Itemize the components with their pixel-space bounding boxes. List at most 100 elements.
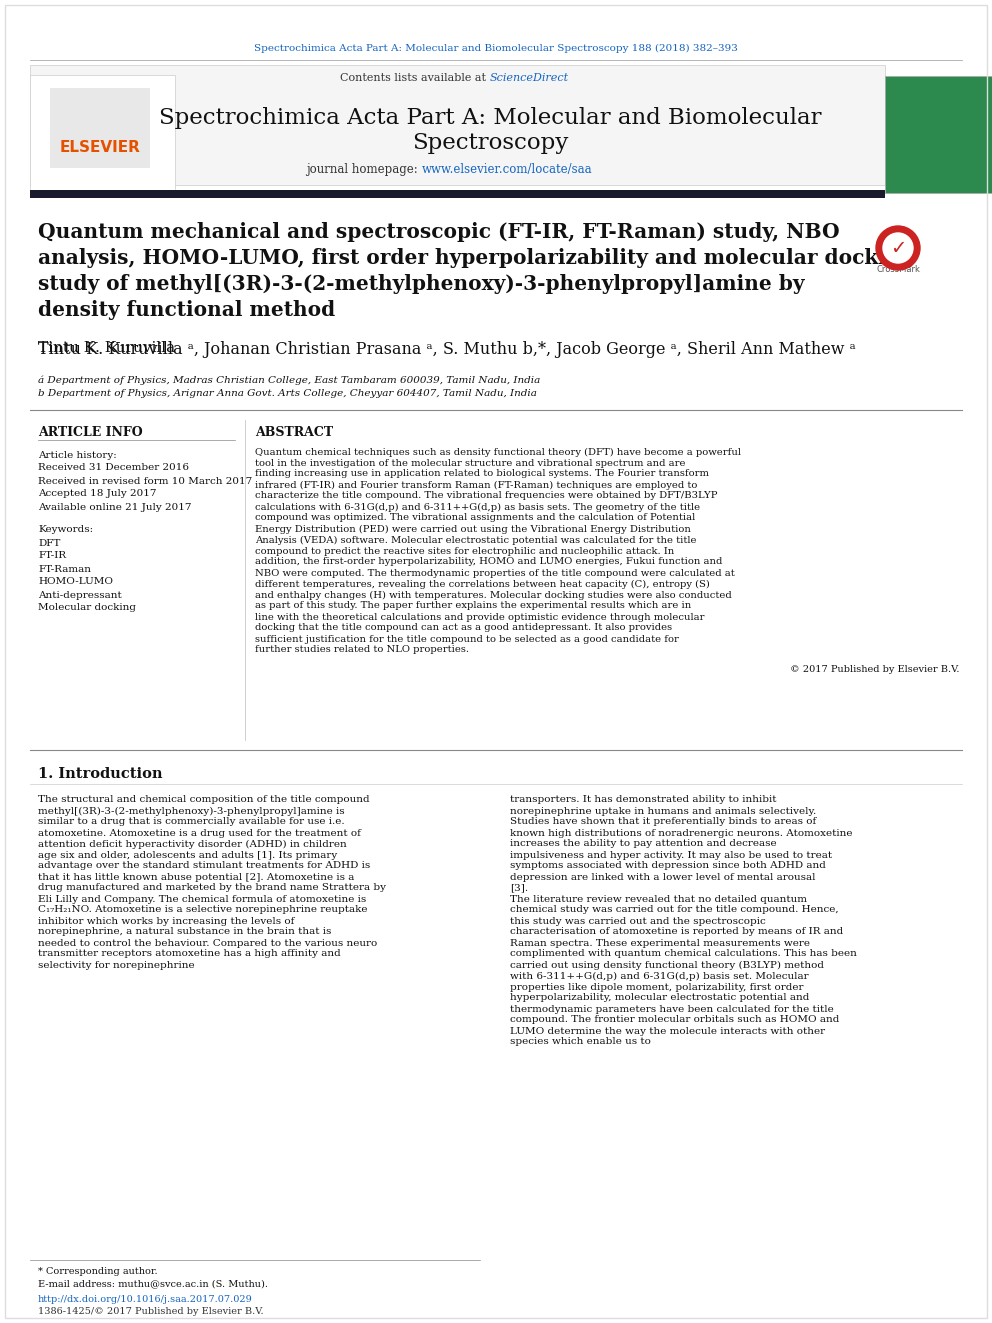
Text: Spectrochimica Acta Part A: Molecular and Biomolecular: Spectrochimica Acta Part A: Molecular an… [159,107,821,130]
Text: calculations with 6-31G(d,p) and 6-311++G(d,p) as basis sets. The geometry of th: calculations with 6-31G(d,p) and 6-311++… [255,503,700,512]
Text: www.elsevier.com/locate/saa: www.elsevier.com/locate/saa [422,164,592,176]
Text: ABSTRACT: ABSTRACT [255,426,333,438]
Text: Anti-depressant: Anti-depressant [38,590,122,599]
Text: * Corresponding author.: * Corresponding author. [38,1267,158,1277]
Text: b Department of Physics, Arignar Anna Govt. Arts College, Cheyyar 604407, Tamil : b Department of Physics, Arignar Anna Go… [38,389,537,398]
Circle shape [876,226,920,270]
Text: á Department of Physics, Madras Christian College, East Tambaram 600039, Tamil N: á Department of Physics, Madras Christia… [38,376,541,385]
Text: characterisation of atomoxetine is reported by means of IR and: characterisation of atomoxetine is repor… [510,927,843,937]
Text: © 2017 Published by Elsevier B.V.: © 2017 Published by Elsevier B.V. [791,664,960,673]
Text: Keywords:: Keywords: [38,525,93,534]
Text: Quantum chemical techniques such as density functional theory (DFT) have become : Quantum chemical techniques such as dens… [255,447,741,456]
Text: C₁₇H₂₁NO. Atomoxetine is a selective norepinephrine reuptake: C₁₇H₂₁NO. Atomoxetine is a selective nor… [38,905,367,914]
Text: CrossMark: CrossMark [876,266,920,274]
Text: selectivity for norepinephrine: selectivity for norepinephrine [38,960,194,970]
Text: transporters. It has demonstrated ability to inhibit: transporters. It has demonstrated abilit… [510,795,777,804]
Text: compound was optimized. The vibrational assignments and the calculation of Poten: compound was optimized. The vibrational … [255,513,695,523]
Text: finding increasing use in application related to biological systems. The Fourier: finding increasing use in application re… [255,470,709,479]
Text: ✓: ✓ [890,238,906,258]
Text: depression are linked with a lower level of mental arousal: depression are linked with a lower level… [510,872,815,881]
Text: Analysis (VEDA) software. Molecular electrostatic potential was calculated for t: Analysis (VEDA) software. Molecular elec… [255,536,696,545]
Text: with 6-311++G(d,p) and 6-31G(d,p) basis set. Molecular: with 6-311++G(d,p) and 6-31G(d,p) basis … [510,971,808,980]
Bar [30,65,885,185]
Text: Quantum mechanical and spectroscopic (FT-IR, FT-Raman) study, NBO: Quantum mechanical and spectroscopic (FT… [38,222,839,242]
Text: attention deficit hyperactivity disorder (ADHD) in children: attention deficit hyperactivity disorder… [38,839,347,848]
Text: density functional method: density functional method [38,300,335,320]
Text: 1. Introduction: 1. Introduction [38,767,163,781]
Text: docking that the title compound can act as a good antidepressant. It also provid: docking that the title compound can act … [255,623,673,632]
Text: known high distributions of noradrenergic neurons. Atomoxetine: known high distributions of noradrenergi… [510,828,852,837]
Text: characterize the title compound. The vibrational frequencies were obtained by DF: characterize the title compound. The vib… [255,492,717,500]
Text: journal homepage:: journal homepage: [307,164,422,176]
Text: Energy Distribution (PED) were carried out using the Vibrational Energy Distribu: Energy Distribution (PED) were carried o… [255,524,690,533]
Text: as part of this study. The paper further explains the experimental results which: as part of this study. The paper further… [255,602,691,610]
Text: The literature review revealed that no detailed quantum: The literature review revealed that no d… [510,894,807,904]
Text: complimented with quantum chemical calculations. This has been: complimented with quantum chemical calcu… [510,950,857,958]
Text: atomoxetine. Atomoxetine is a drug used for the treatment of: atomoxetine. Atomoxetine is a drug used … [38,828,361,837]
Text: sufficient justification for the title compound to be selected as a good candida: sufficient justification for the title c… [255,635,679,643]
Text: Received 31 December 2016: Received 31 December 2016 [38,463,189,472]
Text: Received in revised form 10 March 2017: Received in revised form 10 March 2017 [38,476,252,486]
Text: NBO were computed. The thermodynamic properties of the title compound were calcu: NBO were computed. The thermodynamic pro… [255,569,735,578]
Text: line with the theoretical calculations and provide optimistic evidence through m: line with the theoretical calculations a… [255,613,704,622]
Text: needed to control the behaviour. Compared to the various neuro: needed to control the behaviour. Compare… [38,938,377,947]
Text: ARTICLE INFO: ARTICLE INFO [38,426,143,438]
Text: species which enable us to: species which enable us to [510,1037,651,1046]
Text: chemical study was carried out for the title compound. Hence,: chemical study was carried out for the t… [510,905,838,914]
Text: FT-IR: FT-IR [38,552,66,561]
Text: DFT: DFT [38,538,61,548]
Text: 1386-1425/© 2017 Published by Elsevier B.V.: 1386-1425/© 2017 Published by Elsevier B… [38,1307,264,1316]
Text: Raman spectra. These experimental measurements were: Raman spectra. These experimental measur… [510,938,810,947]
Text: LUMO determine the way the molecule interacts with other: LUMO determine the way the molecule inte… [510,1027,825,1036]
Text: Spectrochimica Acta Part A: Molecular and Biomolecular Spectroscopy 188 (2018) 3: Spectrochimica Acta Part A: Molecular an… [254,44,738,53]
Text: Spectroscopy: Spectroscopy [412,132,568,153]
Text: this study was carried out and the spectroscopic: this study was carried out and the spect… [510,917,766,926]
Text: and enthalpy changes (H) with temperatures. Molecular docking studies were also : and enthalpy changes (H) with temperatur… [255,590,732,599]
Bar [30,191,885,198]
Text: drug manufactured and marketed by the brand name Strattera by: drug manufactured and marketed by the br… [38,884,386,893]
Text: Eli Lilly and Company. The chemical formula of atomoxetine is: Eli Lilly and Company. The chemical form… [38,894,366,904]
Text: ELSEVIER: ELSEVIER [60,140,141,156]
Text: [3].: [3]. [510,884,528,893]
Text: norepinephrine uptake in humans and animals selectively.: norepinephrine uptake in humans and anim… [510,807,816,815]
Text: compound. The frontier molecular orbitals such as HOMO and: compound. The frontier molecular orbital… [510,1016,839,1024]
Text: Accepted 18 July 2017: Accepted 18 July 2017 [38,490,157,499]
Text: age six and older, adolescents and adults [1]. Its primary: age six and older, adolescents and adult… [38,851,337,860]
Text: further studies related to NLO properties.: further studies related to NLO propertie… [255,646,469,655]
Text: Studies have shown that it preferentially binds to areas of: Studies have shown that it preferentiall… [510,818,816,827]
Bar [30,75,175,194]
Text: Contents lists available at: Contents lists available at [340,73,490,83]
Bar [50,89,150,168]
Text: transmitter receptors atomoxetine has a high affinity and: transmitter receptors atomoxetine has a … [38,950,340,958]
Text: Tintu K. Kuruvilla: Tintu K. Kuruvilla [38,341,180,355]
Text: symptoms associated with depression since both ADHD and: symptoms associated with depression sinc… [510,861,826,871]
Text: impulsiveness and hyper activity. It may also be used to treat: impulsiveness and hyper activity. It may… [510,851,832,860]
Text: compound to predict the reactive sites for electrophilic and nucleophilic attack: compound to predict the reactive sites f… [255,546,675,556]
Text: advantage over the standard stimulant treatments for ADHD is: advantage over the standard stimulant tr… [38,861,370,871]
Text: Available online 21 July 2017: Available online 21 July 2017 [38,503,191,512]
Text: methyl[(3R)-3-(2-methylphenoxy)-3-phenylpropyl]amine is: methyl[(3R)-3-(2-methylphenoxy)-3-phenyl… [38,807,344,815]
Text: properties like dipole moment, polarizability, first order: properties like dipole moment, polarizab… [510,983,804,991]
Text: study of methyl[(3R)-3-(2-methylphenoxy)-3-phenylpropyl]amine by: study of methyl[(3R)-3-(2-methylphenoxy)… [38,274,805,294]
Text: Molecular docking: Molecular docking [38,603,136,613]
Text: norepinephrine, a natural substance in the brain that is: norepinephrine, a natural substance in t… [38,927,331,937]
Text: hyperpolarizability, molecular electrostatic potential and: hyperpolarizability, molecular electrost… [510,994,809,1003]
Text: http://dx.doi.org/10.1016/j.saa.2017.07.029: http://dx.doi.org/10.1016/j.saa.2017.07.… [38,1295,253,1304]
Text: analysis, HOMO-LUMO, first order hyperpolarizability and molecular docking: analysis, HOMO-LUMO, first order hyperpo… [38,247,915,269]
Text: The structural and chemical composition of the title compound: The structural and chemical composition … [38,795,370,804]
Text: addition, the first-order hyperpolarizability, HOMO and LUMO energies, Fukui fun: addition, the first-order hyperpolarizab… [255,557,722,566]
Text: similar to a drug that is commercially available for use i.e.: similar to a drug that is commercially a… [38,818,344,827]
Text: Tintu K. Kuruvilla ᵃ, Johanan Christian Prasana ᵃ, S. Muthu b,*, Jacob George ᵃ,: Tintu K. Kuruvilla ᵃ, Johanan Christian … [38,341,856,359]
Text: inhibitor which works by increasing the levels of: inhibitor which works by increasing the … [38,917,295,926]
Bar [885,75,992,193]
Text: FT-Raman: FT-Raman [38,565,91,573]
Text: increases the ability to pay attention and decrease: increases the ability to pay attention a… [510,840,777,848]
Text: thermodynamic parameters have been calculated for the title: thermodynamic parameters have been calcu… [510,1004,833,1013]
Text: HOMO-LUMO: HOMO-LUMO [38,578,113,586]
Text: different temperatures, revealing the correlations between heat capacity (C), en: different temperatures, revealing the co… [255,579,710,589]
Text: infrared (FT-IR) and Fourier transform Raman (FT-Raman) techniques are employed : infrared (FT-IR) and Fourier transform R… [255,480,697,490]
Circle shape [883,233,913,263]
Text: ScienceDirect: ScienceDirect [490,73,569,83]
Text: that it has little known abuse potential [2]. Atomoxetine is a: that it has little known abuse potential… [38,872,354,881]
Text: tool in the investigation of the molecular structure and vibrational spectrum an: tool in the investigation of the molecul… [255,459,685,467]
